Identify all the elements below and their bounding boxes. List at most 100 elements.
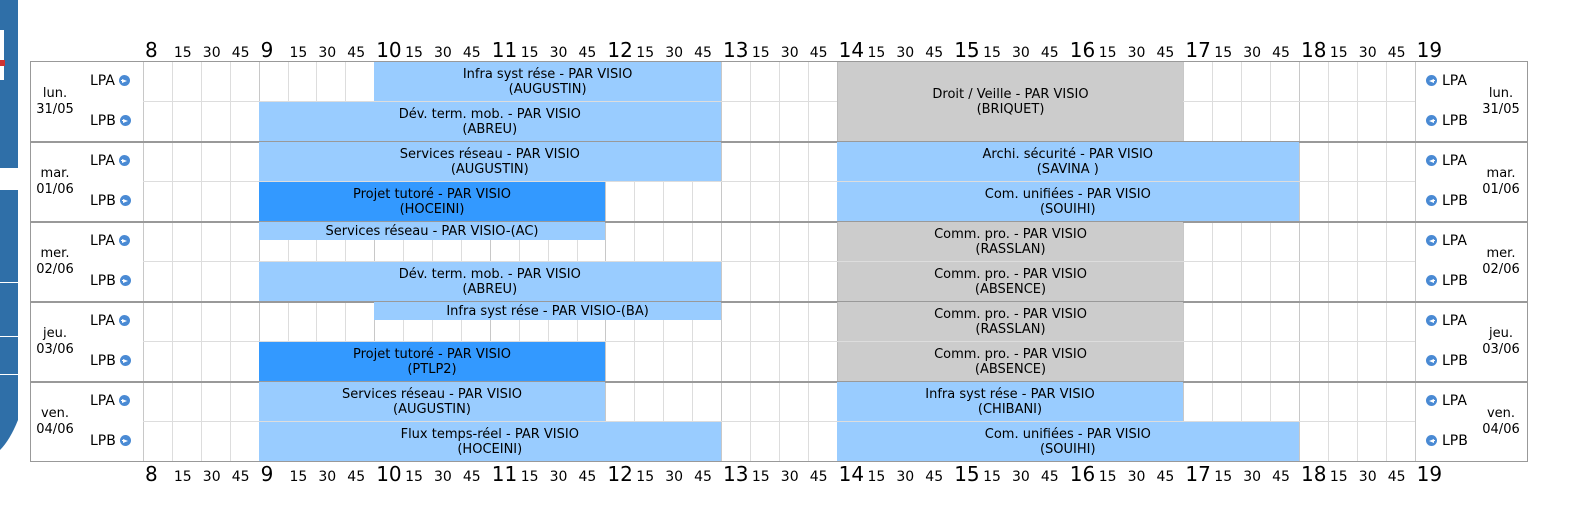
course-block[interactable]: Services réseau - PAR VISIO (AUGUSTIN) — [258, 382, 606, 421]
axis-top-hour-label: 19 — [1416, 38, 1443, 62]
day-separator — [30, 141, 1528, 143]
day-date: 01/06 — [36, 182, 74, 197]
course-block[interactable]: Droit / Veille - PAR VISIO (BRIQUET) — [836, 62, 1184, 141]
axis-bottom-hour-label: 11 — [491, 462, 518, 486]
group-link-lpa[interactable]: LPA — [90, 313, 130, 329]
group-link-lpa[interactable]: LPA — [90, 153, 130, 169]
group-link-lpb[interactable]: LPB — [1426, 433, 1468, 449]
course-block[interactable]: Infra syst rése - PAR VISIO (CHIBANI) — [836, 382, 1184, 421]
course-teacher: (RASSLAN) — [975, 321, 1046, 337]
axis-top-minute-label: 45 — [347, 45, 366, 61]
course-block[interactable]: Projet tutoré - PAR VISIO (HOCEINI) — [258, 182, 606, 221]
group-link-lpb[interactable]: LPB — [90, 113, 131, 129]
group-link-lpb[interactable]: LPB — [90, 353, 131, 369]
group-link-lpa[interactable]: LPA — [90, 393, 130, 409]
axis-top-minute-label: 30 — [1127, 45, 1146, 61]
day-label-left: mar. 01/06 — [30, 166, 80, 198]
group-link-lpb[interactable]: LPB — [1426, 113, 1468, 129]
course-block[interactable]: Comm. pro. - PAR VISIO (ABSENCE) — [836, 342, 1184, 381]
axis-top-minute-label: 15 — [1214, 45, 1233, 61]
course-title: Services réseau - PAR VISIO — [341, 386, 523, 402]
group-label: LPA — [90, 393, 115, 409]
course-teacher: (CHIBANI) — [977, 401, 1043, 417]
axis-top-minute-label: 30 — [780, 45, 799, 61]
course-title: Services réseau - PAR VISIO — [399, 146, 580, 162]
axis-bottom-minute-label: 15 — [1329, 469, 1348, 485]
axis-top-minute-label: 15 — [405, 45, 423, 61]
group-link-lpb[interactable]: LPB — [1426, 193, 1468, 209]
axis-bottom-minute-label: 45 — [578, 469, 597, 485]
group-link-lpb[interactable]: LPB — [1426, 353, 1468, 369]
group-separator — [143, 101, 1415, 102]
grid-border-vertical — [30, 61, 31, 461]
course-block[interactable]: Dév. term. mob. - PAR VISIO (ABREU) — [258, 102, 721, 141]
arrow-left-icon — [1426, 395, 1437, 406]
group-link-lpa[interactable]: LPA — [90, 233, 130, 249]
course-block[interactable]: Flux temps-réel - PAR VISIO (HOCEINI) — [258, 422, 721, 461]
day-date: 02/06 — [36, 262, 74, 277]
course-teacher: (SOUIHI) — [1039, 201, 1096, 217]
group-link-lpa[interactable]: LPA — [1426, 313, 1467, 329]
group-link-lpa[interactable]: LPA — [1426, 393, 1467, 409]
course-block[interactable]: Services réseau - PAR VISIO-(AC) — [258, 222, 606, 240]
axis-bottom-minute-label: 15 — [1098, 469, 1117, 485]
course-block[interactable]: Comm. pro. - PAR VISIO (ABSENCE) — [836, 262, 1184, 301]
group-label: LPB — [1442, 193, 1468, 209]
day-label-right: mer. 02/06 — [1476, 246, 1526, 278]
axis-bottom-hour-label: 13 — [723, 462, 749, 486]
course-title: Projet tutoré - PAR VISIO — [353, 346, 511, 362]
course-block[interactable]: Services réseau - PAR VISIO (AUGUSTIN) — [258, 142, 721, 181]
arrow-right-icon — [118, 315, 130, 326]
group-separator — [143, 261, 1415, 262]
group-link-lpb[interactable]: LPB — [1426, 273, 1468, 289]
axis-bottom-minute-label: 45 — [1040, 469, 1059, 485]
group-link-lpa[interactable]: LPA — [90, 73, 130, 89]
axis-bottom-minute-label: 30 — [1127, 469, 1146, 485]
axis-bottom-minute-label: 15 — [751, 469, 770, 485]
axis-top-hour-label: 14 — [838, 38, 865, 62]
course-title: Archi. sécurité - PAR VISIO — [982, 146, 1154, 162]
axis-top-minute-label: 45 — [1040, 45, 1059, 61]
course-block[interactable]: Com. unifiées - PAR VISIO (SOUIHI) — [836, 422, 1299, 461]
course-title: Flux temps-réel - PAR VISIO — [400, 426, 579, 442]
course-block[interactable]: Archi. sécurité - PAR VISIO (SAVINA ) — [836, 142, 1299, 181]
group-link-lpb[interactable]: LPB — [90, 433, 131, 449]
arrow-right-icon — [118, 75, 130, 86]
course-block[interactable]: Com. unifiées - PAR VISIO (SOUIHI) — [836, 182, 1299, 221]
axis-top-minute-label: 15 — [1098, 45, 1117, 61]
arrow-left-icon — [1426, 355, 1437, 366]
arrow-left-icon — [1426, 115, 1437, 126]
course-block[interactable]: Projet tutoré - PAR VISIO (PTLP2) — [258, 342, 606, 381]
group-link-lpb[interactable]: LPB — [90, 193, 131, 209]
day-label-right: mar. 01/06 — [1476, 166, 1526, 198]
axis-top-minute-label: 45 — [462, 45, 481, 61]
day-name: mar. — [1486, 166, 1516, 181]
group-label: LPB — [90, 193, 116, 209]
background-decoration — [0, 0, 18, 450]
course-block[interactable]: Infra syst rése - PAR VISIO-(BA) — [374, 302, 721, 320]
axis-bottom-hour-label: 18 — [1301, 462, 1327, 486]
axis-bottom-minute-label: 45 — [1156, 469, 1175, 485]
group-label: LPA — [1442, 153, 1467, 169]
arrow-right-icon — [118, 395, 130, 406]
time-axis-top: 8 15 30 45 9 15 30 45 10 15 30 45 11 15 30 45 12 15 30 45 13… — [143, 37, 1442, 62]
arrow-right-icon — [118, 155, 130, 166]
group-link-lpa[interactable]: LPA — [1426, 233, 1467, 249]
course-block[interactable]: Comm. pro. - PAR VISIO (RASSLAN) — [836, 302, 1184, 341]
group-label: LPB — [1442, 433, 1468, 449]
group-label: LPA — [1442, 73, 1467, 89]
arrow-left-icon — [1426, 275, 1437, 286]
grid-line-vertical — [1414, 61, 1416, 461]
group-link-lpa[interactable]: LPA — [1426, 153, 1467, 169]
axis-bottom-minute-label: 45 — [462, 469, 481, 485]
course-block[interactable]: Comm. pro. - PAR VISIO (RASSLAN) — [836, 222, 1184, 261]
course-block[interactable]: Infra syst rése - PAR VISIO (AUGUSTIN) — [374, 62, 721, 101]
timetable-grid: lun. 31/05 lun. 31/05 LPA LPA LPB LPB mar. 01/06 m… — [30, 61, 1528, 463]
group-link-lpa[interactable]: LPA — [1426, 73, 1467, 89]
axis-top-minute-label: 15 — [751, 45, 770, 61]
group-link-lpb[interactable]: LPB — [90, 273, 131, 289]
course-teacher: (HOCEINI) — [457, 441, 523, 457]
group-separator — [143, 421, 1415, 422]
course-block[interactable]: Dév. term. mob. - PAR VISIO (ABREU) — [258, 262, 721, 301]
course-teacher: (BRIQUET) — [976, 101, 1045, 117]
